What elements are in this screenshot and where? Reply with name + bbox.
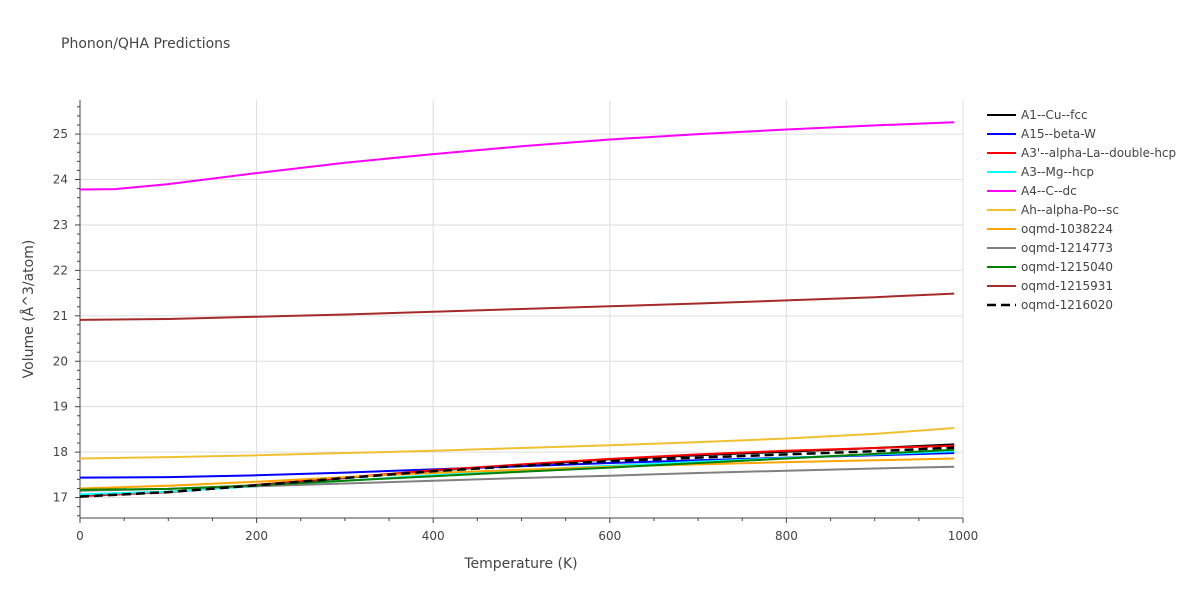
legend: A1--Cu--fcc A15--beta-W A3'--alpha-La--dou… <box>987 108 1176 312</box>
legend-item[interactable]: Ah--alpha-Po--sc <box>987 203 1119 217</box>
plot-series <box>79 121 955 498</box>
y-tick-label: 25 <box>53 127 68 141</box>
legend-label: oqmd-1214773 <box>1021 241 1113 255</box>
series-line-6 <box>79 427 955 460</box>
x-tick-label: 1000 <box>948 529 979 543</box>
x-axis-title: Temperature (K) <box>463 556 577 572</box>
series-line-7 <box>79 457 955 490</box>
y-tick-label: 21 <box>53 309 68 323</box>
x-tick-label: 200 <box>245 529 268 543</box>
legend-label: oqmd-1038224 <box>1021 222 1113 236</box>
series-line-5 <box>79 121 955 191</box>
series-line-11 <box>79 446 955 498</box>
legend-item[interactable]: oqmd-1215931 <box>987 279 1113 293</box>
y-tick-label: 17 <box>53 491 68 505</box>
legend-item[interactable]: oqmd-1038224 <box>987 222 1113 236</box>
legend-item[interactable]: oqmd-1215040 <box>987 260 1113 274</box>
axes: 0 200 400 600 800 1000 17 18 19 20 21 22 23 24 25 <box>53 100 979 543</box>
grid <box>80 100 964 518</box>
legend-label: A15--beta-W <box>1021 127 1096 141</box>
series-line-10 <box>79 292 955 321</box>
y-tick-label: 23 <box>53 218 68 232</box>
legend-label: A4--C--dc <box>1021 184 1077 198</box>
x-tick-label: 800 <box>775 529 798 543</box>
y-axis-title: Volume (Å^3/atom) <box>20 240 37 379</box>
legend-item[interactable]: A1--Cu--fcc <box>987 108 1088 122</box>
x-tick-label: 400 <box>422 529 445 543</box>
legend-item[interactable]: A3'--alpha-La--double-hcp <box>987 146 1176 160</box>
legend-label: oqmd-1215040 <box>1021 260 1113 274</box>
legend-label: oqmd-1215931 <box>1021 279 1113 293</box>
x-tick-label: 600 <box>598 529 621 543</box>
y-tick-label: 22 <box>53 263 68 277</box>
legend-label: A3'--alpha-La--double-hcp <box>1021 146 1176 160</box>
y-tick-label: 18 <box>53 445 68 459</box>
legend-item[interactable]: oqmd-1214773 <box>987 241 1113 255</box>
y-tick-label: 24 <box>53 173 68 187</box>
x-tick-label: 0 <box>76 529 84 543</box>
chart-title: Phonon/QHA Predictions <box>61 36 231 52</box>
y-tick-label: 20 <box>53 354 68 368</box>
legend-label: Ah--alpha-Po--sc <box>1021 203 1119 217</box>
y-tick-label: 19 <box>53 400 68 414</box>
legend-label: A1--Cu--fcc <box>1021 108 1088 122</box>
legend-item[interactable]: oqmd-1216020 <box>987 298 1113 312</box>
legend-item[interactable]: A3--Mg--hcp <box>987 165 1094 179</box>
legend-item[interactable]: A15--beta-W <box>987 127 1096 141</box>
legend-label: A3--Mg--hcp <box>1021 165 1094 179</box>
legend-item[interactable]: A4--C--dc <box>987 184 1077 198</box>
legend-label: oqmd-1216020 <box>1021 298 1113 312</box>
